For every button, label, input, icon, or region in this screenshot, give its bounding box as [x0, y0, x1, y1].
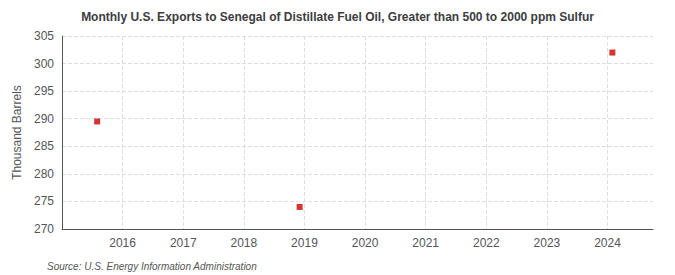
svg-text:270: 270 — [34, 222, 54, 236]
svg-text:Source: U.S. Energy Informatio: Source: U.S. Energy Information Administ… — [47, 261, 257, 272]
svg-text:2017: 2017 — [170, 236, 197, 250]
svg-text:Monthly U.S. Exports to Senega: Monthly U.S. Exports to Senegal of Disti… — [81, 10, 594, 24]
svg-text:2018: 2018 — [230, 236, 257, 250]
svg-text:2024: 2024 — [594, 236, 621, 250]
svg-text:2019: 2019 — [291, 236, 318, 250]
svg-text:2020: 2020 — [352, 236, 379, 250]
svg-text:290: 290 — [34, 112, 54, 126]
svg-text:300: 300 — [34, 57, 54, 71]
svg-text:2023: 2023 — [534, 236, 561, 250]
svg-text:285: 285 — [34, 139, 54, 153]
svg-text:295: 295 — [34, 84, 54, 98]
svg-text:Thousand Barrels: Thousand Barrels — [10, 85, 24, 180]
svg-text:2021: 2021 — [412, 236, 439, 250]
svg-text:2016: 2016 — [109, 236, 136, 250]
svg-text:275: 275 — [34, 194, 54, 208]
svg-text:305: 305 — [34, 29, 54, 43]
svg-text:280: 280 — [34, 167, 54, 181]
svg-text:2022: 2022 — [473, 236, 500, 250]
